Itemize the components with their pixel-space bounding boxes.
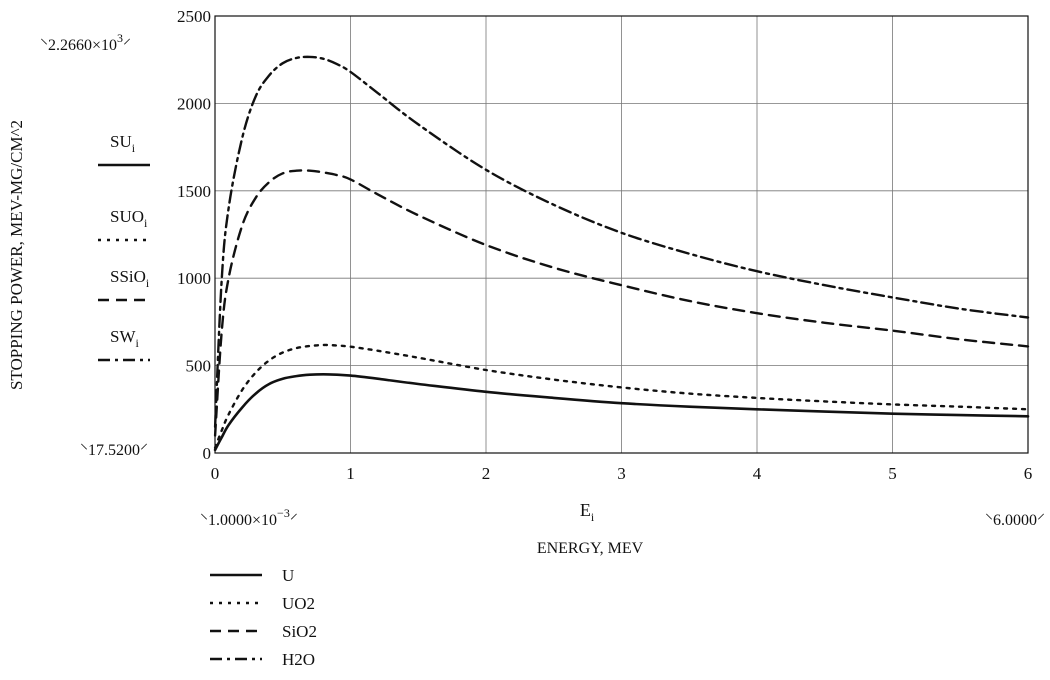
legend-label-h2o: H2O	[282, 650, 315, 669]
series-line-uo2	[213, 343, 1030, 449]
series-line-sio2	[213, 169, 1030, 437]
axis-label-u: SUi	[110, 132, 136, 155]
y-tick-label: 1000	[177, 269, 211, 288]
y-axis-ticks: 0 500 1000 1500 2000 2500	[177, 7, 211, 463]
legend-label-uo2: UO2	[282, 594, 315, 613]
x-tick-label: 5	[888, 464, 897, 483]
plot-frame	[214, 15, 1029, 454]
x-tick-label: 6	[1024, 464, 1033, 483]
y-tick-label: 2500	[177, 7, 211, 26]
series-line-u	[213, 372, 1030, 452]
x-axis-ticks: 0 1 2 3 4 5 6	[211, 464, 1033, 483]
x-axis-variable: Ei	[580, 500, 595, 524]
x-tick-label: 1	[346, 464, 355, 483]
x-tick-label: 4	[753, 464, 762, 483]
axis-label-uo2: SUOi	[110, 207, 148, 230]
legend-label-u: U	[282, 566, 294, 585]
x-tick-label: 3	[617, 464, 626, 483]
y-tick-label: 2000	[177, 94, 211, 113]
y-tick-label: 0	[203, 444, 212, 463]
series-line-h2o	[213, 55, 1030, 428]
x-max-marker: ⸌6.0000⸍	[985, 512, 1045, 529]
axis-series-labels: SUi SUOi SSiOi SWi	[98, 132, 150, 362]
x-axis-title: ENERGY, MEV	[537, 540, 644, 557]
series-lines	[213, 55, 1030, 452]
axis-label-sio2: SSiOi	[110, 267, 150, 290]
x-tick-label: 0	[211, 464, 220, 483]
y-axis-title: STOPPING POWER, MEV-MG/CM^2	[7, 120, 26, 390]
x-tick-label: 2	[482, 464, 491, 483]
y-min-marker: ⸌17.5200⸍	[80, 442, 148, 459]
legend: U UO2 SiO2 H2O	[210, 566, 317, 669]
y-tick-label: 500	[186, 357, 212, 376]
y-max-marker: ⸌2.2660×103⸍	[40, 31, 131, 54]
x-min-marker: ⸌1.0000×10−3⸍	[200, 506, 298, 529]
axis-label-h2o: SWi	[110, 327, 140, 350]
legend-label-sio2: SiO2	[282, 622, 317, 641]
y-tick-label: 1500	[177, 182, 211, 201]
